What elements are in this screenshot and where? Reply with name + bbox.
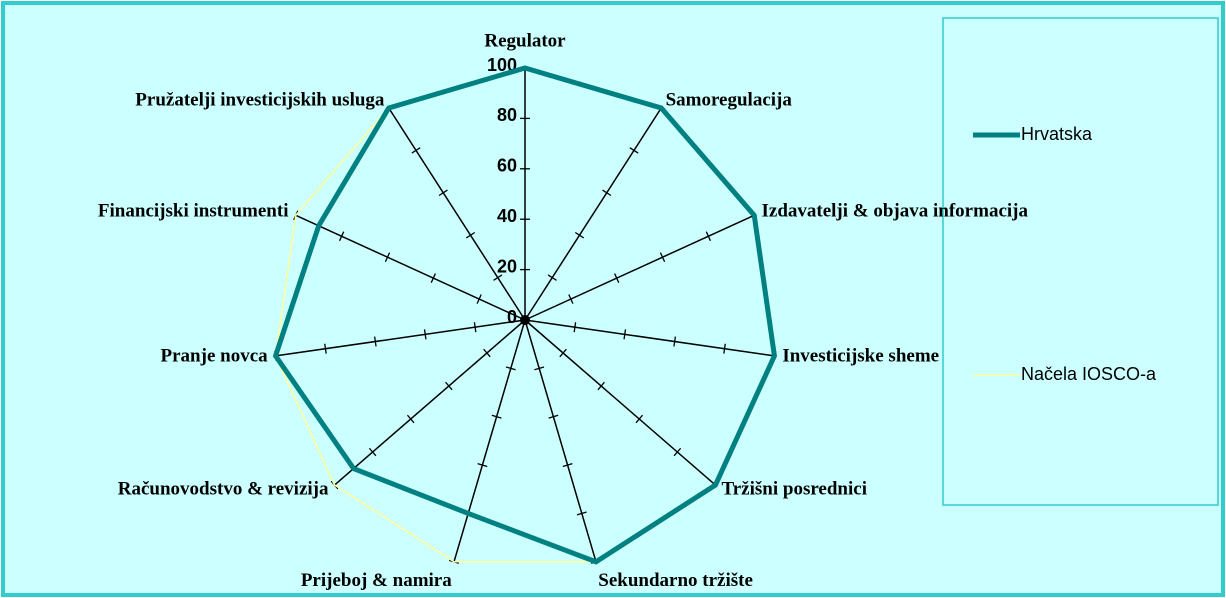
tick-mark	[629, 147, 639, 154]
category-label: Pranje novca	[161, 345, 269, 366]
category-label: Prijeboj & namira	[301, 570, 452, 591]
tick-mark	[635, 414, 644, 424]
tick-mark	[473, 322, 477, 333]
spoke	[334, 319, 526, 486]
spoke	[524, 214, 755, 321]
tick-mark	[573, 322, 577, 333]
legend-box	[942, 17, 1219, 506]
spoke	[453, 319, 526, 563]
category-label: Izdavatelji & objava informacija	[762, 200, 1029, 221]
spoke	[524, 319, 597, 563]
tick-label: 60	[497, 156, 517, 176]
tick-mark	[673, 447, 682, 457]
tick-mark	[673, 336, 677, 347]
tick-mark	[559, 348, 567, 358]
tick-mark	[562, 463, 573, 468]
tick-mark	[534, 366, 545, 371]
tick-mark	[483, 348, 491, 358]
spoke	[275, 319, 526, 357]
tick-mark	[547, 274, 557, 281]
tick-mark	[477, 463, 488, 468]
tick-mark	[505, 366, 516, 371]
tick-mark	[373, 336, 377, 347]
tick-mark	[476, 294, 482, 304]
tick-mark	[324, 343, 327, 354]
tick-mark	[465, 231, 476, 239]
category-label: Regulator	[484, 30, 566, 51]
legend-label: Hrvatska	[1021, 124, 1093, 144]
tick-mark	[659, 252, 666, 263]
tick-mark	[705, 231, 712, 242]
tick-mark	[576, 511, 587, 516]
tick-mark	[438, 189, 448, 197]
tick-mark	[568, 294, 574, 304]
tick-mark	[614, 273, 620, 283]
tick-mark	[368, 447, 377, 457]
tick-mark	[723, 343, 726, 354]
category-label: Sekundarno tržište	[598, 570, 753, 591]
tick-label: 100	[487, 55, 517, 75]
spoke	[524, 107, 662, 321]
spoke	[524, 319, 716, 486]
tick-mark	[493, 274, 503, 281]
category-label: Pružatelji investicijskih usluga	[135, 90, 385, 111]
tick-mark	[602, 189, 612, 197]
tick-mark	[574, 231, 585, 239]
category-label: Računovodstvo & revizija	[118, 479, 329, 500]
category-label: Investicijske sheme	[782, 345, 939, 366]
tick-label: 40	[497, 206, 517, 226]
category-label: Tržišni posrednici	[721, 479, 867, 500]
category-label: Samoregulacija	[666, 90, 793, 111]
spoke	[388, 107, 526, 321]
tick-mark	[597, 381, 605, 391]
tick-mark	[384, 252, 391, 263]
tick-mark	[548, 414, 559, 419]
tick-label: 0	[507, 307, 517, 327]
spoke	[295, 214, 526, 321]
tick-label: 80	[497, 105, 517, 125]
tick-label: 20	[497, 256, 517, 276]
tick-mark	[411, 147, 421, 154]
tick-mark	[423, 329, 427, 340]
series-line	[272, 65, 778, 565]
tick-mark	[491, 414, 502, 419]
tick-mark	[520, 316, 530, 324]
tick-mark	[406, 414, 415, 424]
category-label: Financijski instrumenti	[98, 200, 289, 221]
tick-mark	[623, 329, 627, 340]
tick-mark	[430, 273, 436, 283]
tick-mark	[338, 231, 345, 242]
tick-mark	[445, 381, 453, 391]
spoke	[524, 319, 775, 357]
legend-label: Načela IOSCO-a	[1021, 364, 1157, 384]
